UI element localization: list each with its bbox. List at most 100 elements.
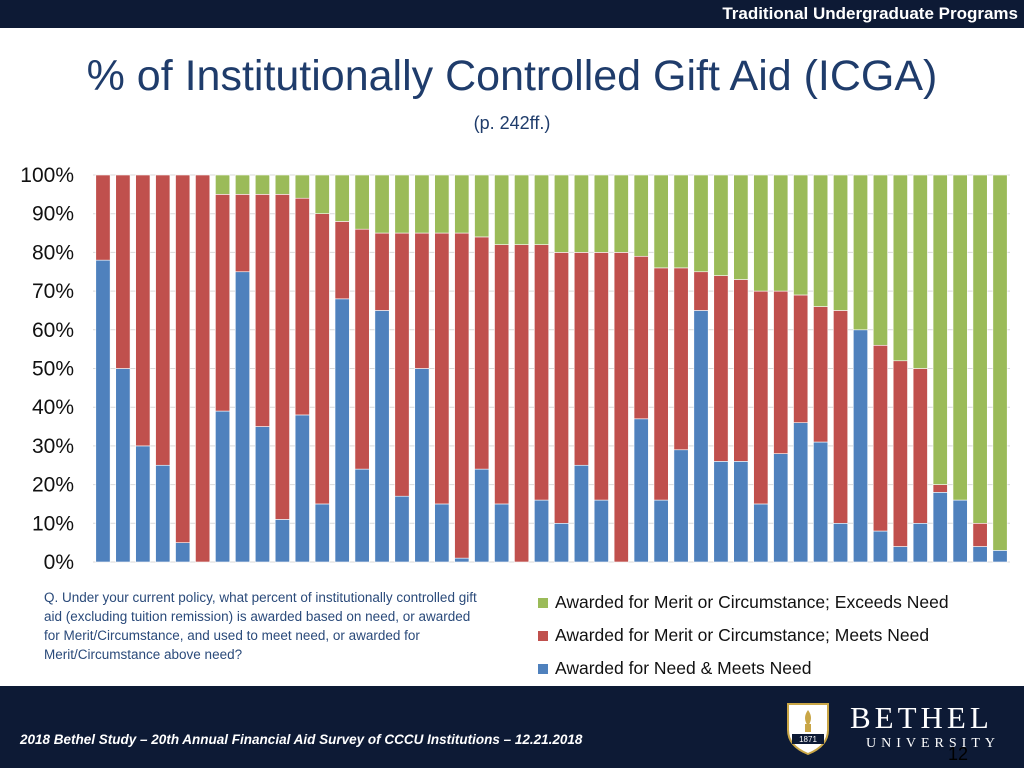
legend-item-need-meets-need: Awarded for Need & Meets Need [538, 652, 949, 685]
bar-segment-need [314, 503, 330, 563]
y-tick-label: 100% [20, 164, 74, 187]
y-tick-label: 20% [32, 474, 74, 497]
bar-segment-need [952, 499, 968, 563]
bar-segment-need [474, 468, 490, 563]
bar-segment-exceeds-need [733, 174, 749, 280]
bar-segment-meets-need [454, 232, 470, 559]
bar-segment-meets-need [374, 232, 390, 311]
bar-segment-exceeds-need [992, 174, 1008, 551]
logo-year: 1871 [799, 735, 817, 744]
footer-citation: 2018 Bethel Study – 20th Annual Financia… [20, 732, 583, 747]
bar-segment-meets-need [514, 244, 530, 563]
bar-segment-need [833, 522, 849, 563]
chart-legend: Awarded for Merit or Circumstance; Excee… [538, 586, 949, 685]
bar-segment-need [354, 468, 370, 563]
bar-segment-need [434, 503, 450, 563]
bar-segment-need [215, 410, 231, 563]
bar-segment-exceeds-need [434, 174, 450, 234]
bar-segment-meets-need [294, 197, 310, 416]
bar-segment-need [235, 271, 250, 563]
y-tick-label: 80% [32, 241, 74, 264]
bar-segment-need [633, 418, 649, 563]
bar-segment-meets-need [274, 194, 290, 520]
bar-segment-need [394, 495, 410, 563]
bar-segment-exceeds-need [593, 174, 609, 253]
survey-question: Q. Under your current policy, what perce… [44, 590, 477, 662]
bar-segment-need [912, 522, 928, 563]
footer-bar: 2018 Bethel Study – 20th Annual Financia… [0, 686, 1024, 768]
bar-segment-need [932, 492, 948, 563]
bar-segment-need [813, 441, 829, 563]
bar-segment-exceeds-need [793, 174, 809, 296]
y-tick-label: 90% [32, 203, 74, 226]
bar-segment-meets-need [773, 290, 789, 454]
legend-label: Awarded for Merit or Circumstance; Excee… [555, 592, 949, 612]
bar-segment-exceeds-need [813, 174, 829, 307]
bar-segment-meets-need [155, 174, 171, 466]
bar-segment-meets-need [753, 290, 769, 505]
bar-segment-meets-need [813, 306, 829, 443]
legend-swatch [538, 597, 548, 608]
bar-segment-exceeds-need [912, 174, 928, 369]
page-subtitle: (p. 242ff.) [473, 113, 551, 133]
bar-segment-need [374, 310, 390, 563]
y-tick-label: 0% [44, 551, 74, 574]
bethel-shield-logo-icon: 1871 [787, 703, 829, 756]
y-tick-label: 60% [32, 319, 74, 342]
bar-segment-need [713, 461, 729, 563]
bar-segment-exceeds-need [653, 174, 669, 269]
bar-segment-need [274, 519, 290, 563]
bar-segment-meets-need [593, 252, 609, 501]
bar-segment-meets-need [354, 228, 370, 470]
bar-segment-exceeds-need [713, 174, 729, 276]
bar-segment-meets-need [494, 244, 510, 505]
bar-segment-exceeds-need [334, 174, 350, 222]
bar-segment-need [573, 464, 589, 563]
header-bar: Traditional Undergraduate Programs [0, 0, 1024, 28]
legend-swatch [538, 630, 548, 641]
bar-segment-need [534, 499, 550, 563]
bar-segment-exceeds-need [952, 174, 968, 501]
bar-segment-need [494, 503, 510, 563]
bar-segment-meets-need [633, 255, 649, 420]
brand-name: BETHEL [850, 700, 993, 735]
bar-segment-meets-need [434, 232, 450, 505]
bar-segment-meets-need [215, 194, 231, 412]
bar-segment-need [294, 414, 310, 563]
page-title: % of Institutionally Controlled Gift Aid… [86, 52, 938, 100]
bar-segment-exceeds-need [414, 174, 430, 234]
brand-subtitle: UNIVERSITY [866, 736, 1000, 751]
bars [95, 174, 1008, 563]
bar-segment-exceeds-need [833, 174, 849, 311]
bar-segment-meets-need [912, 368, 928, 524]
stacked-bar-chart: 0% 10% 20% 30% 40% 50% 60% 70% 80% 90% 100% [20, 164, 1010, 574]
y-tick-label: 10% [32, 512, 74, 535]
bar-segment-need [553, 522, 569, 563]
bar-segment-need [753, 503, 769, 563]
bar-segment-exceeds-need [553, 174, 569, 253]
bar-segment-meets-need [892, 360, 908, 547]
bar-segment-exceeds-need [474, 174, 490, 238]
bar-segment-exceeds-need [892, 174, 908, 362]
bar-segment-exceeds-need [354, 174, 370, 230]
y-tick-label: 50% [32, 358, 74, 381]
bar-segment-meets-need [414, 232, 430, 369]
bar-segment-need [892, 546, 908, 563]
bar-segment-need [693, 310, 709, 563]
bar-segment-need [972, 546, 988, 563]
bar-segment-meets-need [135, 174, 151, 447]
bar-segment-exceeds-need [633, 174, 649, 257]
legend-label: Awarded for Need & Meets Need [555, 658, 812, 678]
bar-segment-exceeds-need [693, 174, 709, 273]
bar-segment-exceeds-need [573, 174, 589, 253]
bar-segment-need [673, 449, 689, 563]
bar-segment-meets-need [573, 252, 589, 466]
bar-segment-exceeds-need [673, 174, 689, 269]
bar-segment-meets-need [673, 267, 689, 451]
bar-segment-need [733, 461, 749, 563]
bar-segment-exceeds-need [494, 174, 510, 245]
bar-segment-need [593, 499, 609, 563]
bar-segment-need [115, 368, 131, 563]
bar-segment-need [334, 298, 350, 563]
y-axis-ticks: 0% 10% 20% 30% 40% 50% 60% 70% 80% 90% 100% [20, 164, 74, 574]
